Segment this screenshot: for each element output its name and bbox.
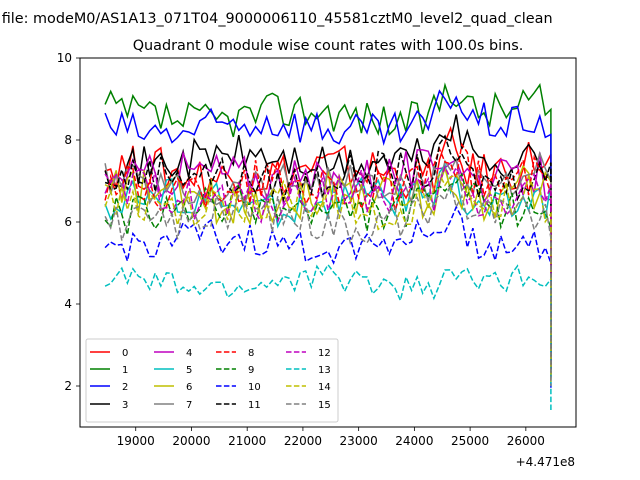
x-axis: 19000 20000 21000 22000 23000 24000 25000 26000: [117, 427, 545, 448]
x-offset-label: +4.471e8: [516, 455, 575, 469]
legend-label-4: 4: [186, 348, 192, 359]
legend-label-8: 8: [248, 348, 254, 359]
legend-label-15: 15: [318, 400, 331, 411]
y-tick-label: 4: [64, 297, 72, 311]
y-tick-label: 8: [64, 133, 72, 147]
series-line-11: [104, 134, 552, 370]
series-line-6: [104, 164, 552, 374]
legend-label-13: 13: [318, 365, 331, 376]
y-axis: 2 4 6 8 10: [57, 51, 80, 393]
series-line-14: [104, 172, 552, 382]
x-tick-label: 24000: [395, 434, 433, 448]
legend-box: [85, 338, 339, 423]
y-tick-label: 10: [57, 51, 72, 65]
legend-label-3: 3: [122, 400, 128, 411]
legend-label-2: 2: [122, 382, 128, 393]
series-line-10: [104, 205, 552, 391]
x-tick-label: 20000: [172, 434, 210, 448]
series-line-3: [104, 114, 552, 366]
series-line-8: [104, 142, 552, 374]
series-layer: [104, 82, 552, 411]
series-line-15: [104, 181, 552, 386]
y-tick-label: 6: [64, 215, 72, 229]
legend-label-14: 14: [318, 382, 331, 393]
series-line-13: [104, 263, 552, 411]
series-line-12: [104, 165, 552, 374]
legend-label-12: 12: [318, 348, 331, 359]
x-tick-label: 19000: [117, 434, 155, 448]
x-tick-label: 25000: [451, 434, 489, 448]
legend-label-9: 9: [248, 365, 254, 376]
legend-label-6: 6: [186, 382, 192, 393]
legend-label-11: 11: [248, 400, 261, 411]
x-tick-label: 22000: [284, 434, 322, 448]
legend-label-0: 0: [122, 348, 128, 359]
chart-title: Quadrant 0 module wise count rates with …: [133, 38, 524, 54]
y-tick-label: 2: [64, 379, 72, 393]
x-tick-label: 21000: [228, 434, 266, 448]
legend-label-1: 1: [122, 365, 128, 376]
legend-label-5: 5: [186, 365, 192, 376]
x-tick-label: 26000: [507, 434, 545, 448]
x-tick-label: 23000: [340, 434, 378, 448]
plot-area: [79, 57, 577, 428]
figure-suptitle: n file: modeM0/AS1A13_071T04_9000006110_…: [0, 11, 553, 27]
legend-label-7: 7: [186, 400, 192, 411]
series-line-2: [104, 89, 552, 370]
axes-frame: [79, 57, 577, 428]
legend-label-10: 10: [248, 382, 261, 393]
